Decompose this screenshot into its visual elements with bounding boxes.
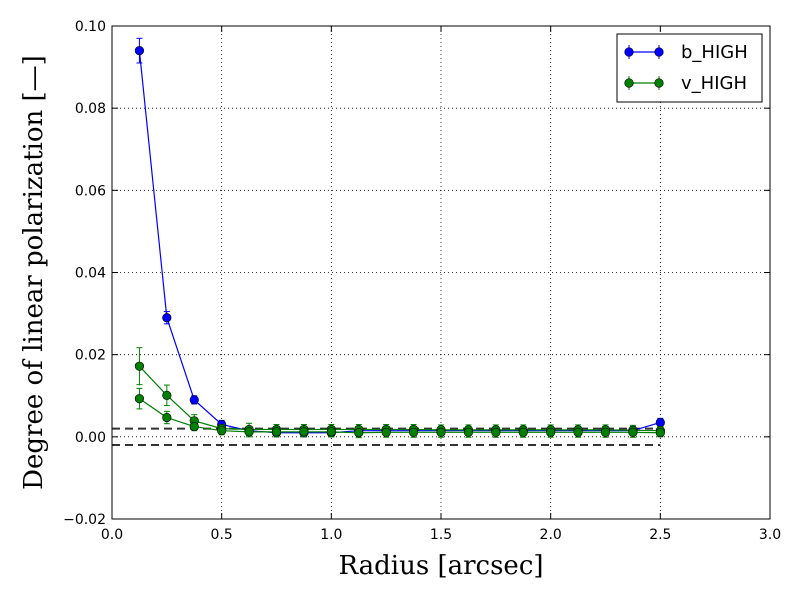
data-point bbox=[162, 412, 172, 423]
data-point bbox=[546, 427, 556, 437]
data-point bbox=[134, 46, 145, 56]
data-point bbox=[299, 427, 309, 437]
data-point bbox=[134, 394, 145, 404]
legend-label: v_HIGH bbox=[681, 73, 747, 94]
data-point bbox=[436, 427, 446, 437]
data-point bbox=[162, 313, 172, 323]
data-point bbox=[600, 427, 611, 437]
y-tick-label: 0.02 bbox=[75, 348, 106, 364]
data-point bbox=[271, 427, 282, 437]
data-point bbox=[463, 427, 474, 437]
legend: b_HIGH v_HIGH bbox=[616, 33, 763, 103]
legend-label: b_HIGH bbox=[681, 42, 748, 63]
legend-swatch-marker bbox=[654, 47, 664, 57]
series-line bbox=[138, 50, 661, 434]
x-axis-label: Radius [arcsec] bbox=[338, 551, 543, 581]
x-tick-label: 1.0 bbox=[320, 527, 342, 543]
data-series bbox=[134, 37, 665, 439]
data-point bbox=[408, 427, 419, 437]
data-point bbox=[655, 428, 665, 438]
data-point bbox=[189, 395, 199, 405]
axis-tick-labels: 0.0 0.5 1.0 1.5 2.0 2.5 3.0 −0.02 0.00 0.02 0.04 0.… bbox=[63, 19, 781, 543]
data-point bbox=[326, 427, 336, 437]
y-axis-label: Degree of linear polarization [—] bbox=[19, 55, 49, 490]
y-tick-label: 0.00 bbox=[75, 430, 106, 446]
data-point bbox=[655, 417, 665, 428]
data-point bbox=[354, 428, 364, 438]
data-point bbox=[628, 427, 638, 437]
data-point bbox=[244, 427, 254, 437]
y-tick-label: 0.08 bbox=[75, 101, 106, 117]
axis-ticks bbox=[111, 25, 771, 520]
data-point bbox=[491, 427, 501, 437]
x-tick-label: 2.5 bbox=[649, 527, 671, 543]
y-tick-label: 0.06 bbox=[75, 183, 106, 199]
x-tick-label: 3.0 bbox=[759, 527, 781, 543]
x-tick-label: 2.0 bbox=[540, 527, 562, 543]
x-tick-label: 1.5 bbox=[430, 527, 452, 543]
x-tick-label: 0.5 bbox=[211, 527, 233, 543]
legend-item: v_HIGH bbox=[624, 73, 747, 94]
data-point bbox=[217, 426, 227, 436]
series-b-high bbox=[134, 37, 665, 438]
series-v-high bbox=[134, 347, 665, 437]
legend-swatch-marker bbox=[654, 78, 664, 88]
data-point bbox=[189, 421, 199, 432]
x-tick-label: 0.0 bbox=[101, 527, 123, 543]
data-point bbox=[518, 427, 528, 437]
y-tick-label: 0.04 bbox=[75, 266, 106, 282]
data-point bbox=[381, 427, 391, 437]
legend-swatch-marker bbox=[624, 78, 634, 88]
y-tick-label: 0.10 bbox=[75, 19, 106, 35]
legend-swatch-marker bbox=[624, 47, 634, 57]
y-tick-label: −0.02 bbox=[63, 512, 106, 528]
data-point bbox=[134, 361, 145, 371]
data-point bbox=[162, 390, 172, 400]
data-point bbox=[573, 427, 583, 437]
legend-item: b_HIGH bbox=[624, 42, 748, 63]
legend-box bbox=[616, 33, 763, 103]
series-unlabeled-2 bbox=[134, 387, 665, 439]
